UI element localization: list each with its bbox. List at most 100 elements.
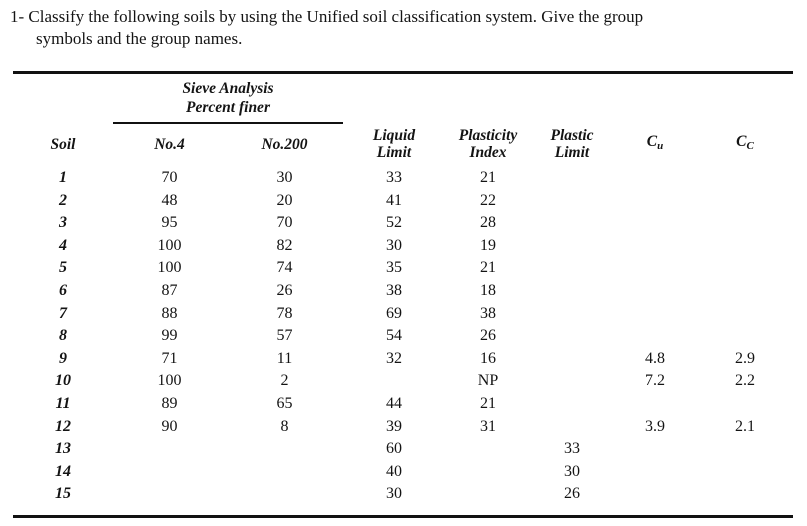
cell-pl xyxy=(531,235,613,258)
cell-soil: 1 xyxy=(59,169,67,186)
cell-ll: 44 xyxy=(386,394,403,412)
col-header-liquid-limit: Liquid Limit xyxy=(343,123,445,167)
cell-no4: 89 xyxy=(161,394,178,412)
table-row: 13 60 33 xyxy=(13,438,793,461)
table-row: 9 71 11 32 16 4.8 2.9 xyxy=(13,348,793,371)
cell-no200: 30 xyxy=(276,169,293,186)
cell-soil: 10 xyxy=(55,372,71,390)
cell-pl xyxy=(531,212,613,235)
sieve-analysis-group-header: Sieve Analysis Percent finer xyxy=(113,72,344,124)
cell-ll: 30 xyxy=(386,236,403,254)
cell-soil: 9 xyxy=(59,349,67,367)
cell-cc xyxy=(697,483,793,516)
cell-no200: 20 xyxy=(276,191,293,209)
cell-cc: 2.9 xyxy=(735,349,756,367)
cell-cu xyxy=(613,190,697,213)
cell-pi: 21 xyxy=(480,169,497,186)
cell-pi: 28 xyxy=(480,214,497,232)
cell-cc xyxy=(697,393,793,416)
col-header-soil: Soil xyxy=(50,135,76,153)
cell-no200: 65 xyxy=(276,394,293,412)
cell-ll: 30 xyxy=(386,485,403,503)
sieve-group-header-row: Sieve Analysis Percent finer xyxy=(13,72,793,124)
column-header-row: Soil No.4 No.200 Liquid Limit Plasticity… xyxy=(13,123,793,167)
col-header-plasticity-index: Plasticity Index xyxy=(445,123,531,167)
cell-pi xyxy=(445,461,531,484)
cell-soil: 15 xyxy=(55,485,71,503)
cell-no200: 57 xyxy=(276,327,293,345)
cell-cc xyxy=(697,280,793,303)
cell-soil: 5 xyxy=(59,259,67,277)
cell-no4: 100 xyxy=(157,236,182,254)
cell-no4: 95 xyxy=(161,214,178,232)
cell-cu: 4.8 xyxy=(645,349,666,367)
table-row: 11 89 65 44 21 xyxy=(13,393,793,416)
cell-soil: 6 xyxy=(59,281,67,299)
cell-ll xyxy=(343,370,445,393)
cell-cc xyxy=(697,257,793,280)
cell-soil: 4 xyxy=(59,236,67,254)
soil-data-table: Sieve Analysis Percent finer Soil No.4 N… xyxy=(13,71,794,518)
percent-finer-label: Percent finer xyxy=(186,99,270,116)
cell-no200: 11 xyxy=(276,349,293,367)
cell-ll: 60 xyxy=(386,440,403,458)
header-line: Liquid xyxy=(372,127,416,144)
cc-symbol: C xyxy=(736,133,747,150)
table-row: 6 87 26 38 18 xyxy=(13,280,793,303)
cell-soil: 8 xyxy=(59,327,67,345)
problem-statement: 1- Classify the following soils by using… xyxy=(0,6,807,50)
cell-pl xyxy=(531,416,613,439)
cell-ll: 41 xyxy=(386,191,403,209)
cu-symbol: C xyxy=(646,133,658,150)
cell-no200 xyxy=(226,483,343,516)
table-row: 12 90 8 39 31 3.9 2.1 xyxy=(13,416,793,439)
cell-no200: 82 xyxy=(276,236,293,254)
cell-cu xyxy=(613,325,697,348)
header-line: Plastic xyxy=(550,127,594,144)
cell-pl xyxy=(531,280,613,303)
cell-pl: 26 xyxy=(564,485,581,503)
cell-no4: 100 xyxy=(157,372,182,390)
cell-ll: 52 xyxy=(386,214,403,232)
cell-cu xyxy=(613,280,697,303)
cell-pl xyxy=(531,167,613,190)
cell-cu xyxy=(613,257,697,280)
cell-cu xyxy=(613,483,697,516)
problem-statement-line2: symbols and the group names. xyxy=(36,29,243,48)
empty-cell xyxy=(343,73,793,124)
cell-no4: 90 xyxy=(161,417,178,435)
cell-pi: 26 xyxy=(480,327,497,345)
cell-pi: 16 xyxy=(480,349,497,367)
cell-soil: 7 xyxy=(59,304,67,322)
cell-soil: 14 xyxy=(55,462,71,480)
cell-cc xyxy=(697,438,793,461)
cell-soil: 11 xyxy=(55,394,71,412)
table-row: 7 88 78 69 38 xyxy=(13,303,793,326)
cell-no200: 70 xyxy=(276,214,293,232)
cell-ll: 35 xyxy=(386,259,403,277)
cell-ll: 33 xyxy=(386,169,403,186)
cell-pl xyxy=(531,257,613,280)
cell-pl xyxy=(531,325,613,348)
cell-pl xyxy=(531,190,613,213)
cell-cu: 7.2 xyxy=(645,372,666,390)
cell-no200: 2 xyxy=(280,372,289,390)
table-row: 5 100 74 35 21 xyxy=(13,257,793,280)
cell-cu xyxy=(613,167,697,190)
cell-no4 xyxy=(113,483,226,516)
table-row: 8 99 57 54 26 xyxy=(13,325,793,348)
sieve-analysis-label: Sieve Analysis xyxy=(182,80,274,97)
cell-pi: 22 xyxy=(480,191,497,209)
cell-cu xyxy=(613,438,697,461)
col-header-no200: No.200 xyxy=(261,136,308,153)
cell-cc xyxy=(697,235,793,258)
cell-no4: 71 xyxy=(161,349,178,367)
cell-no4 xyxy=(113,461,226,484)
cu-subscript: u xyxy=(657,140,664,152)
cell-cc xyxy=(697,303,793,326)
cell-cu xyxy=(613,303,697,326)
cell-cc xyxy=(697,461,793,484)
cell-cc xyxy=(697,212,793,235)
cell-no4 xyxy=(113,438,226,461)
table-row: 15 30 26 xyxy=(13,483,793,516)
